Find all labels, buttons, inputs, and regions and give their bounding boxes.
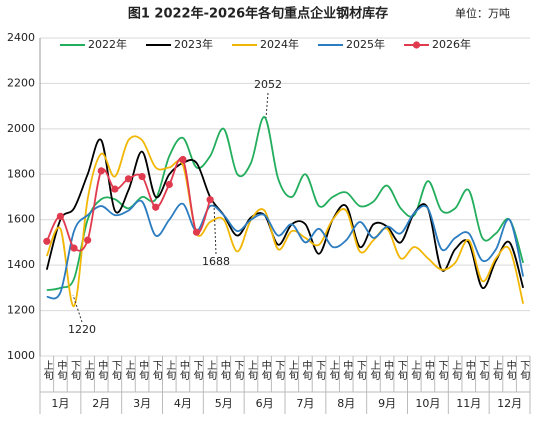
- x-tick-label: 下旬: [354, 360, 366, 381]
- x-tick-label: 上旬: [490, 360, 502, 381]
- y-tick-label: 1800: [7, 167, 35, 180]
- x-tick-label: 下旬: [191, 360, 203, 381]
- x-tick-label: 上旬: [245, 360, 257, 381]
- x-tick-label: 中旬: [382, 359, 394, 381]
- unit-label: 单位：万吨: [455, 6, 510, 20]
- month-label: 11月: [456, 397, 481, 410]
- x-tick-label: 上旬: [368, 360, 380, 381]
- x-tick-label: 下旬: [150, 360, 162, 381]
- annotation-leader: [265, 92, 269, 119]
- month-label: 1月: [51, 397, 69, 410]
- legend-label: 2024年: [260, 37, 299, 51]
- x-tick-label: 下旬: [109, 360, 121, 381]
- annotation: 1688: [202, 255, 230, 268]
- month-label: 3月: [133, 397, 151, 410]
- legend-marker: [412, 41, 421, 49]
- x-tick-label: 下旬: [518, 360, 530, 381]
- point-marker: [206, 196, 214, 204]
- annotation: 1220: [68, 323, 96, 336]
- y-tick-label: 2200: [7, 76, 35, 89]
- month-label: 7月: [296, 397, 314, 410]
- x-tick-label: 下旬: [477, 360, 489, 381]
- annotation-leader: [213, 203, 217, 255]
- month-label: 9月: [378, 397, 396, 410]
- y-tick-label: 1200: [7, 304, 35, 317]
- month-label: 10月: [415, 397, 440, 410]
- x-tick-label: 上旬: [286, 360, 298, 381]
- annotation: 2052: [254, 78, 282, 91]
- month-label: 8月: [337, 397, 355, 410]
- x-tick-label: 中旬: [504, 359, 516, 381]
- month-label: 5月: [215, 397, 233, 410]
- x-tick-label: 下旬: [69, 360, 81, 381]
- x-tick-label: 下旬: [273, 360, 285, 381]
- y-tick-label: 2400: [7, 31, 35, 44]
- x-tick-label: 上旬: [123, 360, 135, 381]
- y-tick-label: 1600: [7, 213, 35, 226]
- point-marker: [152, 203, 160, 211]
- x-tick-label: 上旬: [450, 360, 462, 381]
- y-tick-label: 2000: [7, 122, 35, 135]
- point-marker: [192, 228, 201, 236]
- x-tick-label: 下旬: [232, 360, 244, 381]
- x-tick-label: 上旬: [82, 360, 94, 381]
- point-marker: [70, 244, 78, 252]
- point-marker: [138, 172, 146, 181]
- month-label: 2月: [92, 397, 110, 410]
- series-line: [46, 116, 525, 292]
- x-tick-label: 中旬: [96, 359, 108, 381]
- legend-label: 2026年: [432, 37, 471, 51]
- x-tick-label: 下旬: [395, 360, 407, 381]
- series-line: [46, 199, 525, 300]
- x-tick-label: 中旬: [137, 359, 149, 381]
- x-tick-label: 上旬: [164, 360, 176, 381]
- point-marker: [179, 155, 187, 164]
- legend-label: 2023年: [174, 37, 213, 51]
- series-line: [45, 135, 525, 307]
- point-marker: [111, 185, 119, 193]
- y-tick-label: 1000: [7, 349, 35, 362]
- chart-title: 图1 2022年-2026年各旬重点企业钢材库存: [128, 6, 388, 22]
- x-tick-label: 中旬: [55, 359, 67, 381]
- x-tick-label: 上旬: [205, 360, 217, 381]
- point-marker: [56, 212, 65, 220]
- x-tick-label: 上旬: [327, 360, 339, 381]
- legend-label: 2022年: [88, 37, 127, 51]
- x-tick-label: 上旬: [41, 360, 53, 381]
- x-tick-label: 中旬: [463, 359, 475, 381]
- x-tick-label: 中旬: [300, 359, 312, 381]
- month-label: 4月: [174, 397, 192, 410]
- point-marker: [97, 167, 105, 175]
- month-label: 6月: [256, 397, 274, 410]
- y-tick-label: 1400: [7, 258, 35, 271]
- month-label: 12月: [497, 397, 522, 410]
- x-tick-label: 中旬: [341, 359, 353, 381]
- point-marker: [124, 175, 133, 183]
- x-tick-label: 中旬: [218, 359, 230, 381]
- annotation-leader: [72, 294, 83, 323]
- x-tick-label: 上旬: [409, 360, 421, 381]
- x-tick-label: 中旬: [422, 359, 434, 381]
- x-tick-label: 下旬: [436, 360, 448, 381]
- point-marker: [43, 237, 51, 245]
- x-tick-label: 中旬: [259, 359, 271, 381]
- legend-label: 2025年: [346, 37, 385, 51]
- x-tick-label: 下旬: [314, 360, 326, 381]
- point-marker: [165, 180, 173, 189]
- series-line: [45, 157, 211, 252]
- point-marker: [84, 236, 92, 244]
- x-tick-label: 中旬: [177, 359, 189, 381]
